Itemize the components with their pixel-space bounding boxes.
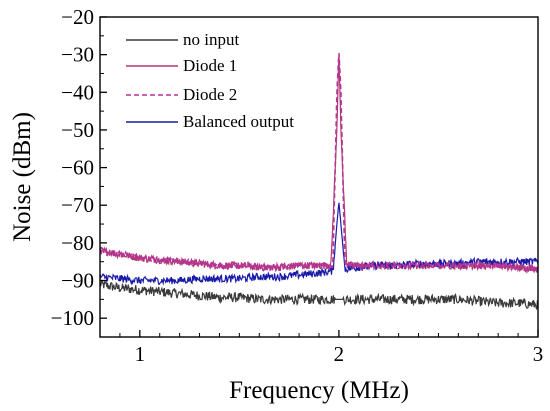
plot-frame <box>99 16 539 338</box>
y-tick-label: −80 <box>61 231 94 255</box>
y-tick-label: −60 <box>61 156 94 180</box>
series-line-balanced-output <box>99 202 539 286</box>
y-tick-label: −50 <box>61 118 94 142</box>
y-tick-label: −70 <box>61 193 94 217</box>
legend-label: no input <box>183 30 239 49</box>
y-axis-ticks: −100 −90 −80 −70 −60 −50 −40 −30 −20 <box>51 5 107 338</box>
plot-series <box>99 53 539 310</box>
y-axis-title: Noise (dBm) <box>9 112 36 242</box>
legend-label: Diode 1 <box>183 56 237 75</box>
y-tick-label: −40 <box>61 80 94 104</box>
y-tick-label: −20 <box>61 5 94 29</box>
legend: no input Diode 1 Diode 2 Balanced output <box>126 30 294 131</box>
series-line-diode-1 <box>99 55 539 273</box>
x-tick-label: 2 <box>334 342 345 366</box>
series-line-diode-2 <box>99 53 539 274</box>
x-tick-label: 3 <box>533 342 544 366</box>
series-line-no-input <box>99 279 539 310</box>
x-axis-title: Frequency (MHz) <box>229 377 409 404</box>
y-tick-label: −100 <box>51 306 94 330</box>
y-tick-label: −30 <box>61 43 94 67</box>
legend-label: Balanced output <box>183 112 294 131</box>
legend-label: Diode 2 <box>183 85 237 104</box>
x-axis-ticks: 1 2 3 <box>119 330 544 366</box>
x-tick-label: 1 <box>135 342 146 366</box>
y-tick-label: −90 <box>61 269 94 293</box>
